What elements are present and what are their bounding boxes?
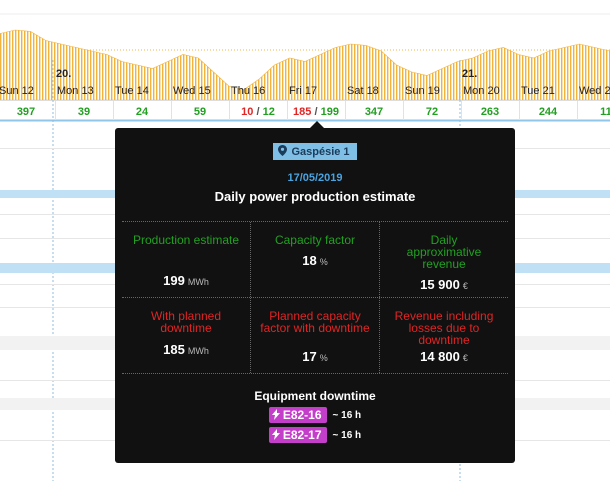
stat-label: Daily approximative revenue: [406, 233, 482, 271]
stat-cell: Daily approximative revenue 15 900 €: [380, 222, 508, 297]
tooltip: Gaspésie 1 17/05/2019 Daily power produc…: [115, 121, 515, 463]
downtime-item: E82-17 ~ 16 h: [115, 427, 515, 443]
day-value: 24: [136, 106, 149, 118]
stat-cell: Production estimate 199 MWh: [122, 222, 251, 297]
tooltip-title: Daily power production estimate: [214, 189, 416, 204]
stat-value-wrap: 17%: [251, 349, 379, 364]
day-label: Mon 20: [463, 85, 500, 97]
day-value: 72: [426, 106, 438, 118]
day-label: Tue 14: [115, 85, 149, 97]
stat-unit: €: [462, 281, 468, 291]
stat-unit: %: [319, 257, 328, 267]
stats-row: With planned downtime 185 MWh Planned capa…: [122, 298, 508, 374]
day-value: 185 / 199: [293, 106, 339, 118]
stats-grid: Production estimate 199 MWh Capacity facto…: [122, 221, 508, 374]
pin-icon: [278, 145, 288, 156]
equipment-badge: E82-16: [268, 407, 327, 423]
day-value: 59: [194, 106, 206, 118]
day-value: 397: [17, 106, 35, 118]
site-name: Gaspésie 1: [291, 146, 350, 158]
estimate-value: 59: [194, 106, 206, 118]
stat-cell: Planned capacity factor with downtime 17%: [251, 298, 380, 373]
estimate-value: 72: [426, 106, 438, 118]
stat-value: 18: [302, 253, 317, 268]
day-label: Wed 15: [173, 85, 211, 97]
day-label: Wed 2: [579, 85, 610, 97]
stat-value-wrap: 199 MWh: [122, 273, 250, 288]
planned-value: 185: [293, 106, 311, 118]
day-label: Sun 19: [405, 85, 440, 97]
stat-value: 14 800: [420, 349, 460, 364]
downtime-item: E82-16 ~ 16 h: [115, 407, 515, 423]
day-columns: Sun 12 397 20. Mon 13 39 Tue 14 24 Wed 15 59 Thu …: [0, 68, 610, 120]
day-label: Fri 17: [289, 85, 317, 97]
equipment-id: E82-16: [282, 408, 322, 422]
day-value: 244: [539, 106, 558, 118]
estimate-value: 397: [17, 106, 35, 118]
estimate-value: 12: [263, 106, 275, 118]
day-value: 11: [600, 106, 610, 118]
day-label: Sun 12: [0, 85, 34, 97]
equipment-badge: E82-17: [268, 427, 327, 443]
stat-label: Planned capacity factor with downtime: [260, 309, 370, 335]
value-separator: /: [314, 106, 317, 118]
stat-unit: €: [462, 353, 468, 363]
day-value: 347: [365, 106, 383, 118]
estimate-value: 263: [481, 106, 499, 118]
stat-label: Revenue including losses due to downtime: [394, 309, 494, 347]
estimate-value: 244: [539, 106, 558, 118]
stat-value-wrap: 14 800 €: [380, 349, 508, 364]
stat-cell: With planned downtime 185 MWh: [122, 298, 251, 373]
downtime-duration: ~ 16 h: [332, 409, 362, 421]
stat-value-wrap: 185 MWh: [122, 342, 250, 357]
estimate-value: 11: [600, 106, 610, 118]
production-curve-group: [0, 29, 610, 101]
downtime-title: Equipment downtime: [254, 389, 376, 403]
stat-value: 17: [302, 349, 317, 364]
day-label: Sat 18: [347, 85, 379, 97]
estimate-value: 39: [78, 106, 90, 118]
tooltip-arrow: [310, 121, 324, 128]
stat-value: 199: [163, 273, 185, 288]
estimate-value: 199: [321, 106, 339, 118]
stat-cell: Revenue including losses due to downtime…: [380, 298, 508, 373]
stat-value-wrap: 15 900 €: [380, 277, 508, 292]
day-label: Thu 16: [231, 85, 265, 97]
estimate-value: 24: [136, 106, 149, 118]
planned-value: 10: [241, 106, 253, 118]
stats-row: Production estimate 199 MWh Capacity facto…: [122, 222, 508, 298]
stat-value-wrap: 18%: [251, 253, 379, 268]
bolt-icon: [271, 429, 280, 440]
day-value: 263: [481, 106, 499, 118]
stat-label: Production estimate: [132, 233, 240, 247]
stat-cell: Capacity factor 18%: [251, 222, 380, 297]
stat-value: 185: [163, 342, 185, 357]
equipment-id: E82-17: [282, 428, 322, 442]
site-tag: Gaspésie 1: [273, 143, 357, 160]
day-value: 10 / 12: [241, 106, 275, 118]
day-label: Tue 21: [521, 85, 555, 97]
value-separator: /: [256, 106, 259, 118]
downtime-section: Equipment downtime E82-16 ~ 16 h E82-17 ~ …: [115, 389, 515, 443]
day-value: 39: [78, 106, 90, 118]
downtime-duration: ~ 16 h: [332, 429, 362, 441]
estimate-value: 347: [365, 106, 383, 118]
stat-label: With planned downtime: [150, 309, 222, 335]
production-curve: [0, 29, 610, 101]
day-label: Mon 13: [57, 85, 94, 97]
stat-unit: %: [319, 353, 328, 363]
tooltip-date: 17/05/2019: [287, 172, 343, 184]
stat-unit: MWh: [187, 346, 209, 356]
week-label: 20.: [56, 68, 71, 80]
stat-unit: MWh: [187, 277, 209, 287]
stat-value: 15 900: [420, 277, 460, 292]
bolt-icon: [271, 409, 280, 420]
week-label: 21.: [462, 68, 477, 80]
stat-label: Capacity factor: [274, 233, 356, 247]
